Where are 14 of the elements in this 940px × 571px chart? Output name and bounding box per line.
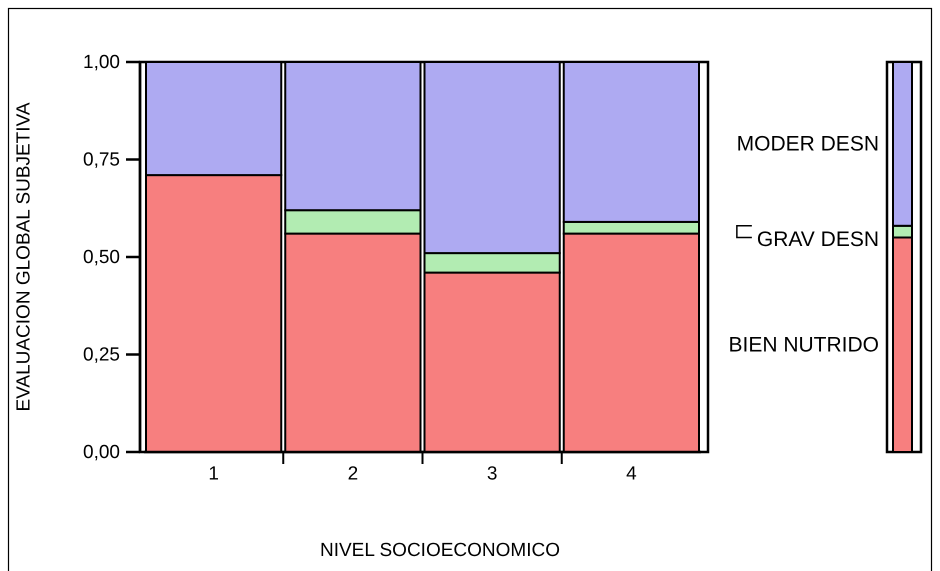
series-label: MODER DESN bbox=[736, 132, 879, 156]
y-tick-label: 0,00 bbox=[83, 442, 120, 464]
y-tick-label: 1,00 bbox=[83, 52, 120, 74]
x-tick-label: 2 bbox=[348, 463, 358, 484]
x-tick-label: 3 bbox=[486, 463, 498, 484]
x-tick-label: 1 bbox=[208, 463, 219, 484]
x-axis-title: NIVEL SOCIOECONOMICO bbox=[320, 540, 560, 561]
x-tick-label: 4 bbox=[626, 463, 638, 484]
y-axis-title: EVALUACION GLOBAL SUBJETIVA bbox=[14, 102, 34, 412]
y-tick-label: 0,50 bbox=[83, 247, 120, 268]
y-tick-label: 0,75 bbox=[83, 150, 120, 171]
y-tick-label: 0,25 bbox=[83, 344, 120, 366]
legend-label: GRAV DESN bbox=[756, 228, 879, 251]
series-label: BIEN NUTRIDO bbox=[728, 333, 879, 356]
